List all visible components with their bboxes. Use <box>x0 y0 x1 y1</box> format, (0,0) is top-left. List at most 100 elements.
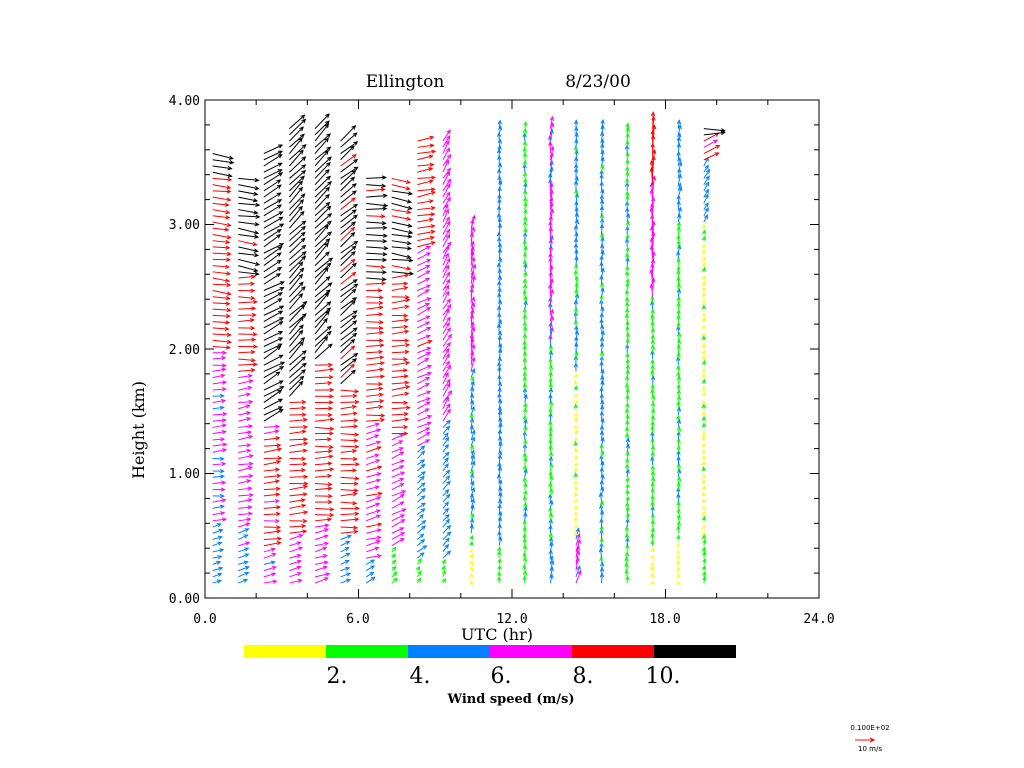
wind-vector-head <box>300 193 306 199</box>
wind-vector-head <box>380 214 386 219</box>
wind-vector <box>442 253 449 266</box>
wind-vector <box>575 283 578 291</box>
wind-vector <box>212 159 234 164</box>
wind-vector-head <box>676 513 681 520</box>
wind-vector-head <box>301 118 307 124</box>
wind-vector <box>238 487 252 491</box>
wind-vector-head <box>599 243 605 249</box>
wind-vector-head <box>375 478 382 483</box>
wind-vector <box>238 363 257 366</box>
wind-vector-head <box>376 472 382 477</box>
wind-vector <box>651 160 654 179</box>
wind-vector-head <box>420 445 426 451</box>
wind-vector <box>263 566 277 572</box>
wind-vector-head <box>445 514 450 519</box>
wind-vector-head <box>573 399 579 405</box>
wind-vector <box>549 202 553 216</box>
wind-vector-head <box>676 321 681 327</box>
wind-vector <box>601 474 604 484</box>
wind-vector <box>626 213 630 223</box>
wind-vector <box>575 276 578 285</box>
wind-vector-head <box>218 528 224 533</box>
wind-vector-head <box>650 300 655 306</box>
wind-vector-head <box>445 475 451 481</box>
wind-vector <box>601 451 604 459</box>
wind-vector-head <box>599 213 605 219</box>
wind-vector-head <box>354 517 360 522</box>
wind-vector-head <box>353 488 359 493</box>
wind-vector-head <box>472 263 477 269</box>
wind-vector <box>366 441 381 447</box>
wind-vector <box>314 181 332 198</box>
wind-vector <box>498 243 501 254</box>
wind-vector-head <box>624 296 630 302</box>
wind-vector <box>238 202 260 206</box>
wind-vector <box>340 145 355 161</box>
wind-vector-head <box>350 338 356 344</box>
wind-vector <box>289 305 305 322</box>
wind-vector-head <box>701 515 707 521</box>
wind-vector <box>417 415 432 422</box>
wind-vector <box>524 394 527 403</box>
wind-vector-head <box>323 534 329 539</box>
wind-vector <box>625 557 628 565</box>
wind-vector-head <box>650 369 655 375</box>
wind-vector-head <box>650 394 656 400</box>
wind-vector <box>417 358 429 366</box>
wind-vector-head <box>625 158 630 164</box>
wind-vector-head <box>426 326 432 331</box>
wind-vector-head <box>470 296 476 302</box>
wind-vector-head <box>573 447 579 453</box>
wind-vector <box>470 344 475 360</box>
wind-vector-head <box>225 278 231 283</box>
wind-vector-head <box>248 454 254 459</box>
wind-vector <box>442 365 451 378</box>
wind-vector <box>314 376 333 379</box>
wind-vector <box>601 431 603 440</box>
wind-vector <box>549 316 554 328</box>
wind-vector <box>340 227 355 242</box>
wind-vector <box>340 513 359 516</box>
wind-vector-head <box>471 429 476 435</box>
wind-vector <box>498 139 501 148</box>
wind-vector-head <box>393 577 398 583</box>
wind-vector-head <box>497 256 503 263</box>
wind-vector-head <box>425 397 431 402</box>
wind-vector-head <box>375 540 382 545</box>
wind-vector-head <box>701 422 707 428</box>
wind-vector <box>442 197 451 210</box>
wind-vector <box>263 292 283 304</box>
wind-vector-head <box>301 362 307 368</box>
wind-vector <box>263 366 284 379</box>
wind-vector <box>417 439 430 447</box>
wind-vector <box>314 257 333 273</box>
wind-vector-head <box>328 454 334 459</box>
wind-vector-head <box>378 300 384 306</box>
wind-vector-head <box>428 167 434 172</box>
wind-vector <box>366 406 383 410</box>
wind-vector-head <box>298 534 304 539</box>
wind-vector-head <box>496 576 502 581</box>
wind-vector <box>212 308 231 311</box>
wind-vector <box>340 476 359 480</box>
wind-vector-head <box>329 394 335 399</box>
wind-vector-head <box>406 209 412 215</box>
wind-vector-head <box>548 387 554 393</box>
wind-vector-head <box>704 164 709 170</box>
wind-vector-head <box>329 426 335 431</box>
wind-vector <box>417 347 431 354</box>
wind-vector-head <box>701 460 707 466</box>
wind-vector <box>314 382 332 385</box>
wind-vector-head <box>624 252 630 258</box>
wind-vector-head <box>446 135 451 141</box>
wind-vector <box>498 180 502 191</box>
wind-vector <box>470 524 473 534</box>
x-axis-title: UTC (hr) <box>461 625 533 644</box>
wind-vector <box>391 532 405 540</box>
wind-vector <box>212 215 230 219</box>
wind-vector-head <box>625 256 630 262</box>
wind-vector-head <box>701 324 707 330</box>
wind-vector <box>470 394 473 403</box>
wind-vector <box>238 425 253 428</box>
wind-vector-head <box>676 239 681 245</box>
